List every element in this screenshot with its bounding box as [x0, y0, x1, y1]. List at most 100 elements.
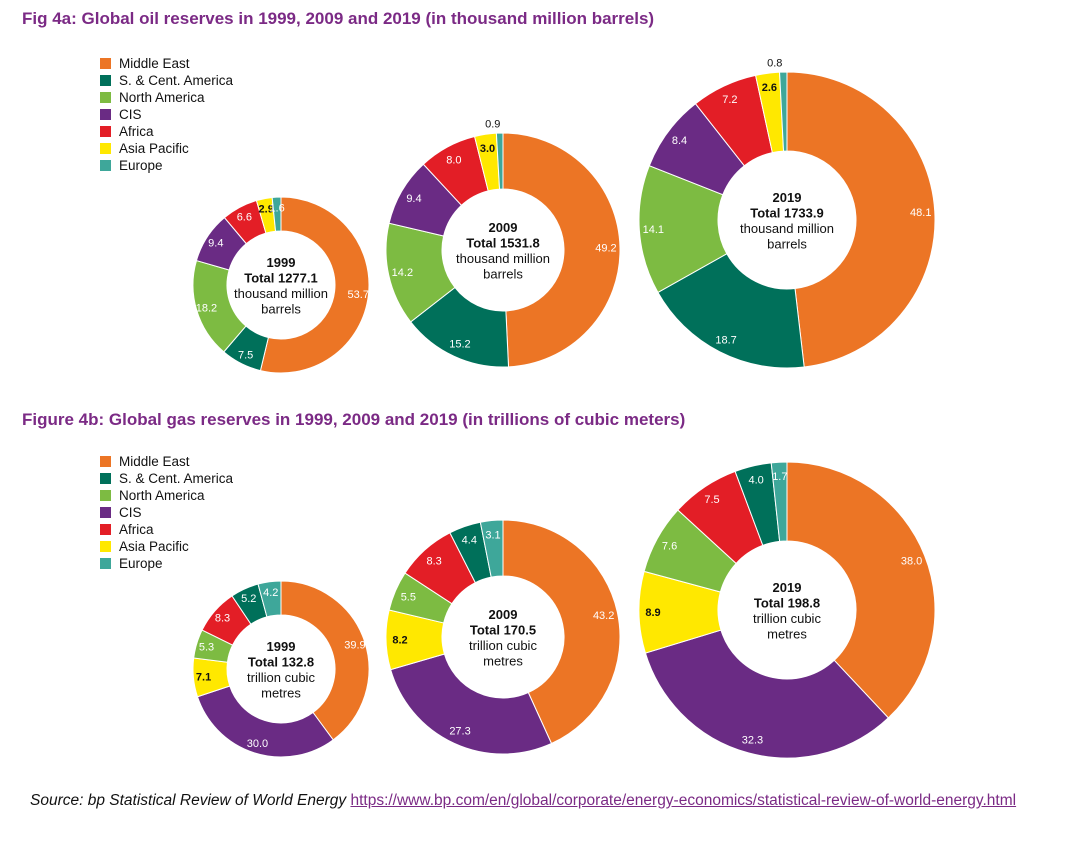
- gas-legend-swatch-asia-pacific: [100, 541, 111, 552]
- gas-1999-value-africa: 8.3: [215, 613, 230, 625]
- gas-legend-label-asia-pacific: Asia Pacific: [119, 539, 189, 554]
- oil-2009-value-north-america: 14.2: [392, 267, 413, 279]
- oil-2019-value-cis: 8.4: [672, 135, 687, 147]
- oil-chart-title: Fig 4a: Global oil reserves in 1999, 200…: [22, 9, 655, 28]
- oil-1999-value-asia-pacific: 2.9: [259, 204, 274, 216]
- gas-2009-slice-middle-east: [502, 519, 621, 745]
- gas-legend-swatch-s-cent-america: [100, 473, 111, 484]
- gas-1999-center-total: Total 132.8: [248, 654, 314, 669]
- oil-2019-slice-europe: [779, 71, 788, 152]
- oil-legend-swatch-asia-pacific: [100, 143, 111, 154]
- gas-legend-item-europe: Europe: [100, 555, 233, 572]
- gas-1999-slice-cis: [196, 685, 334, 758]
- gas-2019-value-asia-pacific: 8.9: [645, 607, 660, 619]
- gas-2019-slice-cis: [644, 629, 890, 759]
- oil-1999-slice-middle-east: [259, 196, 370, 374]
- gas-2019-center-year: 2019: [773, 580, 802, 595]
- gas-legend-item-asia-pacific: Asia Pacific: [100, 538, 233, 555]
- oil-2019-center-year: 2019: [773, 190, 802, 205]
- gas-chart-title: Figure 4b: Global gas reserves in 1999, …: [22, 410, 686, 429]
- gas-2009-center-total: Total 170.5: [470, 622, 536, 637]
- gas-1999-slice-middle-east: [280, 580, 370, 741]
- oil-legend-label-s-cent-america: S. & Cent. America: [119, 73, 234, 88]
- oil-1999-slice-europe: [271, 196, 282, 232]
- gas-2019-center-total: Total 198.8: [754, 595, 820, 610]
- oil-2009-center-total: Total 1531.8: [466, 235, 539, 250]
- oil-1999-value-africa: 6.6: [237, 211, 252, 223]
- source-note: Source: bp Statistical Review of World E…: [30, 788, 1060, 814]
- gas-legend-item-cis: CIS: [100, 504, 233, 521]
- oil-2019-value-s-cent-america: 18.7: [715, 334, 736, 346]
- oil-legend-item-africa: Africa: [100, 123, 233, 140]
- oil-1999-value-middle-east: 53.7: [348, 289, 369, 301]
- oil-2019-value-asia-pacific: 2.6: [762, 82, 777, 94]
- gas-2019-value-africa: 7.5: [704, 494, 719, 506]
- gas-legend-item-north-america: North America: [100, 487, 233, 504]
- gas-legend-label-middle-east: Middle East: [119, 454, 190, 469]
- oil-2019-value-europe: 0.8: [767, 57, 782, 69]
- gas-2009-slice-europe: [479, 519, 504, 578]
- oil-legend-label-north-america: North America: [119, 90, 205, 105]
- gas-legend-item-middle-east: Middle East: [100, 453, 233, 470]
- gas-2009-value-north-america: 5.5: [401, 591, 416, 603]
- gas-1999-value-middle-east: 39.9: [344, 640, 365, 652]
- oil-2009-slice-middle-east: [502, 132, 621, 368]
- gas-2009-center-year: 2009: [489, 607, 518, 622]
- oil-2009-slice-europe: [495, 132, 504, 190]
- oil-1999-center-unit-1: thousand million: [234, 286, 328, 301]
- oil-2009-value-cis: 9.4: [406, 193, 421, 205]
- oil-legend-swatch-north-america: [100, 92, 111, 103]
- gas-legend-item-africa: Africa: [100, 521, 233, 538]
- oil-1999-value-north-america: 18.2: [196, 302, 217, 314]
- gas-1999-center-unit-2: metres: [261, 685, 301, 700]
- oil-1999-center-year: 1999: [267, 255, 296, 270]
- oil-1999-center-total: Total 1277.1: [244, 270, 317, 285]
- oil-legend-swatch-africa: [100, 126, 111, 137]
- oil-2019-value-africa: 7.2: [722, 94, 737, 106]
- oil-2019-center-unit-1: thousand million: [740, 221, 834, 236]
- gas-2019-value-middle-east: 38.0: [901, 556, 922, 568]
- oil-2009-center-unit-1: thousand million: [456, 251, 550, 266]
- gas-1999-value-north-america: 5.3: [199, 642, 214, 654]
- source-link[interactable]: https://www.bp.com/en/global/corporate/e…: [350, 792, 1017, 809]
- oil-2019-slice-middle-east: [786, 71, 936, 368]
- gas-1999-value-asia-pacific: 7.1: [196, 672, 211, 684]
- oil-2009-value-s-cent-america: 15.2: [449, 339, 470, 351]
- oil-2019-slice-s-cent-america: [657, 253, 805, 369]
- gas-2009-value-asia-pacific: 8.2: [392, 635, 407, 647]
- gas-2019-center-unit-1: trillion cubic: [753, 611, 821, 626]
- oil-legend-swatch-s-cent-america: [100, 75, 111, 86]
- oil-2019-value-middle-east: 48.1: [910, 207, 931, 219]
- oil-2009-center-unit-2: barrels: [483, 266, 523, 281]
- oil-legend-item-s-cent-america: S. & Cent. America: [100, 72, 233, 89]
- gas-legend: Middle East S. & Cent. America North Ameri…: [100, 453, 233, 572]
- gas-legend-swatch-africa: [100, 524, 111, 535]
- oil-legend-item-cis: CIS: [100, 106, 233, 123]
- oil-legend-label-africa: Africa: [119, 124, 154, 139]
- gas-1999-value-cis: 30.0: [247, 738, 268, 750]
- gas-2009-value-africa: 8.3: [427, 555, 442, 567]
- gas-legend-swatch-europe: [100, 558, 111, 569]
- gas-legend-swatch-cis: [100, 507, 111, 518]
- gas-2009-center-unit-2: metres: [483, 653, 523, 668]
- oil-2009-value-asia-pacific: 3.0: [480, 143, 495, 155]
- oil-legend-item-asia-pacific: Asia Pacific: [100, 140, 233, 157]
- gas-2019-value-europe: 1.7: [772, 471, 787, 483]
- gas-legend-swatch-middle-east: [100, 456, 111, 467]
- gas-legend-label-europe: Europe: [119, 556, 163, 571]
- oil-1999-value-europe: 1.6: [269, 202, 284, 214]
- oil-legend-item-europe: Europe: [100, 157, 233, 174]
- oil-legend-swatch-europe: [100, 160, 111, 171]
- source-label: Source: bp Statistical Review of World E…: [30, 792, 351, 809]
- gas-2019-value-s-cent-america: 4.0: [748, 475, 763, 487]
- gas-1999-center-year: 1999: [267, 639, 296, 654]
- oil-legend-swatch-cis: [100, 109, 111, 120]
- oil-1999-value-s-cent-america: 7.5: [238, 349, 253, 361]
- gas-2009-value-cis: 27.3: [449, 726, 470, 738]
- gas-2019-slice-middle-east: [786, 461, 936, 719]
